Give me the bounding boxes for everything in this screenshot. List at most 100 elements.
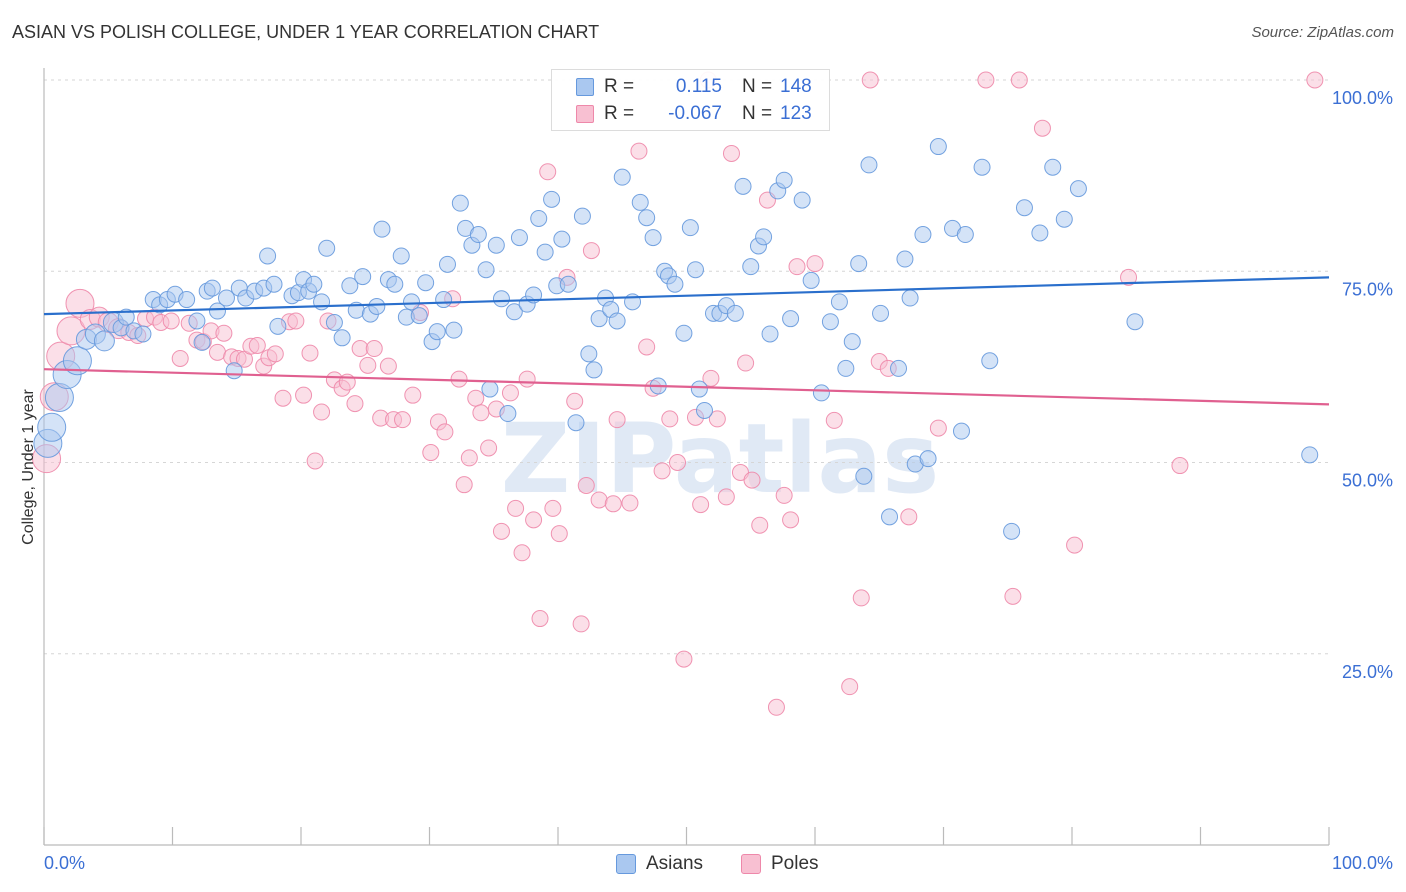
r-label: R = <box>604 76 635 97</box>
asians-point <box>403 293 421 311</box>
asians-point <box>333 329 351 347</box>
asians-point <box>435 291 453 309</box>
asians-point <box>1031 224 1049 242</box>
asians-point <box>469 226 487 244</box>
poles-point <box>708 410 726 428</box>
poles-point <box>513 544 531 562</box>
poles-point <box>661 410 679 428</box>
source-label: Source: ZipAtlas.com <box>1251 24 1394 41</box>
poles-point <box>208 343 226 361</box>
poles-point <box>287 312 305 330</box>
poles-point <box>501 384 519 402</box>
poles-point <box>604 495 622 513</box>
asians-point <box>477 261 495 279</box>
poles-point <box>717 488 735 506</box>
asians-point <box>580 345 598 363</box>
poles-point <box>621 494 639 512</box>
n-label: N = <box>742 103 773 124</box>
n-value: 148 <box>780 76 812 97</box>
poles-point <box>737 354 755 372</box>
poles-point <box>841 678 859 696</box>
poles-point <box>215 324 233 342</box>
asians-point <box>117 308 135 326</box>
asians-point <box>901 289 919 307</box>
asians-point <box>134 325 152 343</box>
asians-point <box>559 275 577 293</box>
asians-point <box>681 219 699 237</box>
asians-swatch <box>576 78 594 96</box>
poles-swatch <box>576 105 594 123</box>
y-tick-label: 75.0% <box>1342 279 1393 299</box>
poles-point <box>1004 587 1022 605</box>
poles-point <box>577 476 595 494</box>
poles-point <box>248 336 266 354</box>
asians-point <box>690 380 708 398</box>
poles-point <box>692 496 710 514</box>
asians-point <box>631 193 649 211</box>
poles-point <box>782 511 800 529</box>
asians-point <box>761 325 779 343</box>
asians-point <box>872 304 890 322</box>
asians-point <box>386 275 404 293</box>
poles-point <box>379 357 397 375</box>
asians-point <box>1126 313 1144 331</box>
poles-point <box>472 404 490 422</box>
asians-point <box>638 209 656 227</box>
poles-point <box>1010 71 1028 89</box>
asians-point <box>269 317 287 335</box>
poles-point <box>775 486 793 504</box>
poles-point <box>767 698 785 716</box>
asians-point <box>373 220 391 238</box>
asians-point <box>325 314 343 332</box>
asians-point <box>734 177 752 195</box>
poles-point <box>1033 119 1051 137</box>
asians-point <box>410 307 428 325</box>
poles-point <box>743 471 761 489</box>
poles-point <box>861 71 879 89</box>
poles-trend-line <box>43 368 1330 406</box>
poles-point <box>806 255 824 273</box>
legend-item-asians: Asians <box>616 851 703 877</box>
asians-point <box>1069 180 1087 198</box>
n-value: 123 <box>780 103 812 124</box>
poles-point <box>669 454 687 471</box>
poles-point <box>638 338 656 356</box>
asians-point <box>973 158 991 176</box>
chart-title: ASIAN VS POLISH COLLEGE, UNDER 1 YEAR CO… <box>12 22 600 42</box>
poles-point <box>544 499 562 517</box>
asians-point <box>505 303 523 321</box>
poles-point <box>788 258 806 276</box>
poles-point <box>751 516 769 534</box>
asians-point <box>305 275 323 293</box>
poles-point <box>436 423 454 441</box>
poles-point <box>313 403 331 421</box>
poles-point <box>722 144 740 162</box>
asians-point <box>188 312 206 330</box>
asians-point <box>217 289 235 307</box>
y-tick-label: 25.0% <box>1342 662 1393 682</box>
legend-row-asians: R = 0.115 N = 148 <box>576 74 812 100</box>
asians-point <box>850 255 868 273</box>
poles-point <box>274 389 292 407</box>
poles-point <box>295 386 313 404</box>
asians-point <box>821 313 839 331</box>
asians-point <box>553 230 571 248</box>
n-label: N = <box>742 76 773 97</box>
asians-point <box>644 229 662 247</box>
asians-point <box>812 384 830 402</box>
asians-point <box>499 405 517 423</box>
poles-point <box>301 344 319 362</box>
asians-point <box>543 190 561 208</box>
poles-point <box>1066 536 1084 554</box>
poles-legend-swatch <box>741 854 761 874</box>
asians-legend-swatch <box>616 854 636 874</box>
asians-point <box>428 323 446 341</box>
asians-point <box>313 293 331 311</box>
poles-point <box>467 389 485 407</box>
asians-point <box>536 243 554 261</box>
asians-point <box>775 171 793 189</box>
asians-point <box>855 467 873 485</box>
asians-point <box>929 138 947 156</box>
poles-point <box>525 511 543 529</box>
asians-point <box>567 414 585 432</box>
